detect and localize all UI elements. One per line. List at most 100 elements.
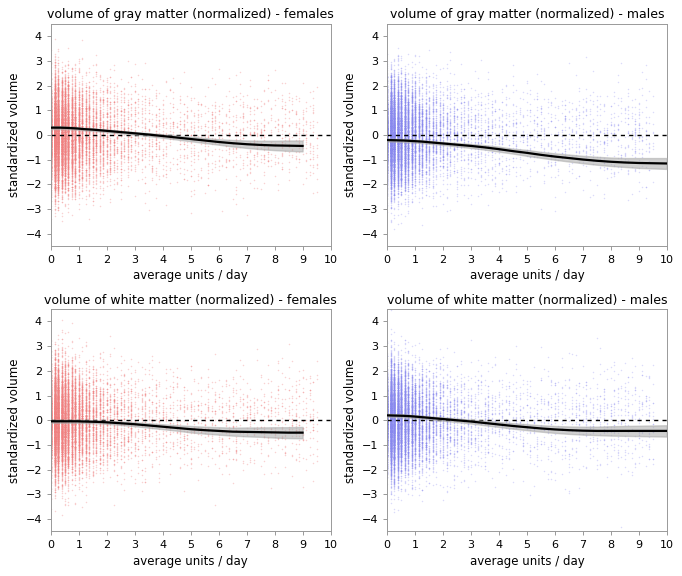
Point [53, 379, 63, 388]
Point [56, 123, 67, 132]
Point [396, 164, 406, 173]
Point [410, 393, 421, 403]
Point [413, 143, 424, 153]
Point [389, 403, 400, 412]
Point [396, 426, 406, 435]
Point [385, 108, 396, 117]
Point [63, 428, 74, 437]
Point [56, 366, 67, 376]
Point [466, 435, 477, 445]
Point [382, 420, 393, 430]
Point [49, 126, 60, 135]
Point [59, 124, 70, 133]
Point [46, 128, 57, 138]
Point [112, 418, 123, 427]
Point [70, 429, 81, 438]
Point [74, 194, 85, 203]
Point [382, 411, 393, 420]
Point [49, 401, 60, 410]
Point [501, 94, 512, 104]
Point [385, 417, 396, 426]
Point [56, 174, 67, 183]
Point [389, 439, 400, 448]
Point [151, 170, 162, 179]
Point [385, 406, 396, 415]
Point [49, 137, 60, 146]
Point [413, 150, 424, 160]
Point [67, 442, 78, 451]
Point [385, 123, 396, 132]
Point [402, 135, 413, 145]
Point [389, 443, 400, 452]
Point [108, 143, 119, 152]
Point [84, 118, 95, 127]
Point [385, 118, 396, 127]
Point [396, 416, 406, 426]
Point [53, 105, 63, 115]
Point [434, 446, 445, 455]
Point [382, 429, 393, 438]
Point [49, 131, 60, 141]
Point [171, 160, 182, 169]
Point [417, 410, 428, 419]
Point [53, 423, 63, 432]
Point [385, 465, 396, 475]
Point [399, 372, 410, 381]
Point [406, 98, 417, 108]
Point [63, 414, 74, 423]
Point [382, 416, 393, 426]
Point [119, 421, 130, 430]
Point [53, 420, 63, 429]
Point [396, 381, 406, 390]
Point [424, 102, 434, 111]
Point [406, 420, 417, 430]
Point [399, 150, 410, 159]
Point [385, 430, 396, 439]
Point [427, 436, 438, 445]
Point [67, 139, 78, 148]
Point [406, 97, 417, 107]
Point [427, 423, 438, 432]
Point [53, 125, 63, 134]
Point [53, 85, 63, 94]
Point [382, 122, 393, 131]
Point [53, 385, 63, 395]
Point [609, 386, 620, 396]
Point [389, 164, 400, 173]
Point [59, 132, 70, 141]
Point [490, 404, 501, 413]
Point [80, 124, 91, 133]
Point [392, 103, 403, 112]
Point [56, 430, 67, 439]
Point [385, 438, 396, 448]
Point [49, 55, 60, 65]
Point [74, 444, 85, 453]
Point [389, 419, 400, 429]
Point [77, 393, 88, 403]
Point [63, 406, 74, 415]
Point [410, 399, 421, 408]
Point [399, 442, 410, 452]
Point [396, 402, 406, 411]
Point [385, 435, 396, 445]
Point [49, 410, 60, 419]
Point [49, 142, 60, 151]
Point [53, 411, 63, 420]
Point [227, 93, 238, 102]
Point [532, 456, 543, 465]
Point [77, 411, 88, 420]
Point [273, 130, 284, 139]
Point [392, 415, 403, 425]
Point [59, 153, 70, 162]
Point [59, 444, 70, 453]
Point [46, 415, 57, 424]
Point [402, 145, 413, 154]
Point [385, 432, 396, 441]
Point [70, 416, 81, 426]
Point [389, 113, 400, 123]
Point [49, 450, 60, 459]
Point [396, 424, 406, 433]
Point [67, 430, 78, 439]
Point [389, 397, 400, 406]
Point [417, 380, 428, 389]
